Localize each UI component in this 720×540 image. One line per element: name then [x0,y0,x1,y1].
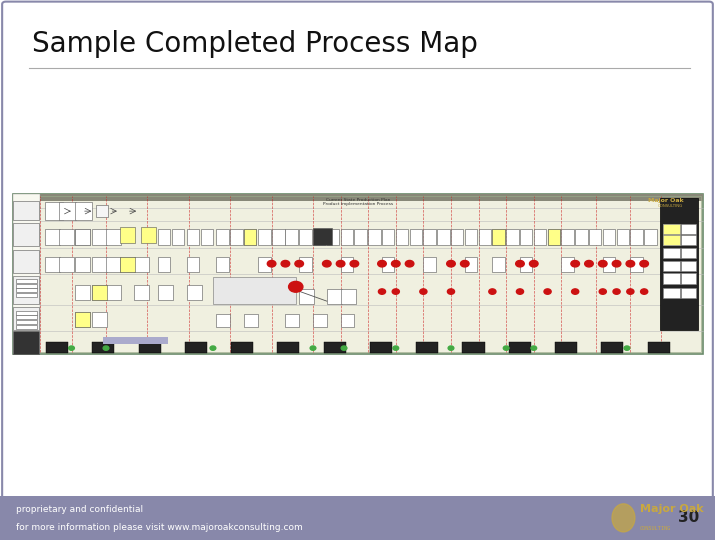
Circle shape [599,289,606,294]
Circle shape [627,289,634,294]
Circle shape [210,346,216,350]
Bar [13,250,39,273]
Bar [492,230,505,245]
Bar [341,289,356,303]
Bar [680,248,696,258]
Text: CONSULTING: CONSULTING [658,204,683,208]
Bar [75,256,90,272]
Bar [300,256,312,272]
Text: CONSULTING: CONSULTING [640,526,671,531]
Bar [647,342,670,353]
Text: Major Oak: Major Oak [648,198,683,204]
Bar [520,256,532,272]
Bar [17,325,37,329]
Text: proprietary and confidential: proprietary and confidential [16,504,143,514]
Bar [185,342,207,353]
Bar [92,256,107,272]
Bar [313,314,327,327]
Circle shape [585,260,593,267]
Bar [106,256,121,272]
Bar [244,314,258,327]
Bar [575,230,588,245]
Circle shape [529,260,538,267]
Bar [277,342,300,353]
Circle shape [393,346,399,350]
Text: for more information please visit www.majoroakconsulting.com: for more information please visit www.ma… [16,523,302,532]
Circle shape [267,260,276,267]
Circle shape [405,260,414,267]
Bar [465,256,477,272]
Bar [341,314,354,327]
Circle shape [281,260,289,267]
Bar [231,342,253,353]
Bar [17,279,37,283]
Circle shape [446,260,455,267]
Bar [313,230,325,245]
Bar [492,256,505,272]
Circle shape [323,260,331,267]
Circle shape [544,289,551,294]
Bar [680,288,696,298]
Bar [462,342,485,353]
Bar [663,235,680,245]
Circle shape [378,260,386,267]
Circle shape [310,346,316,350]
Bar [423,230,436,245]
Bar [680,273,696,284]
Bar [663,224,680,234]
Bar [548,230,560,245]
Bar [382,256,395,272]
Bar [341,230,353,245]
Bar [423,256,436,272]
Bar [13,194,40,354]
Bar [601,342,624,353]
Bar [663,273,680,284]
Bar [75,285,90,300]
Bar [92,228,107,245]
Circle shape [531,346,536,350]
Bar [17,288,37,292]
Bar [603,256,615,272]
Bar [300,230,312,245]
Circle shape [612,260,621,267]
Bar [75,228,90,245]
Bar [59,256,74,272]
Bar [663,260,680,271]
Circle shape [571,260,580,267]
Bar [663,235,680,245]
Bar [75,202,92,220]
Bar [506,230,518,245]
Bar [158,256,170,272]
Bar [46,342,68,353]
Bar [479,230,491,245]
Bar [341,256,353,272]
Bar [17,293,37,297]
Text: 30: 30 [678,510,699,525]
Bar [92,285,107,300]
Circle shape [461,260,469,267]
Circle shape [289,281,303,292]
Bar [589,230,601,245]
Bar [324,342,346,353]
Bar [663,248,680,258]
Bar [13,332,39,354]
Bar [59,228,74,245]
Circle shape [379,289,386,294]
Bar [631,230,643,245]
Bar [520,230,532,245]
Bar [492,230,505,245]
Bar [96,205,108,218]
Bar [75,228,90,245]
Bar [13,223,39,246]
Bar [509,342,531,353]
Circle shape [516,289,523,294]
Bar [120,256,135,272]
Bar [327,230,339,245]
Bar [13,201,39,220]
Bar [631,256,643,272]
Bar [616,230,629,245]
Circle shape [68,346,74,350]
Bar [300,289,315,303]
Circle shape [295,260,304,267]
